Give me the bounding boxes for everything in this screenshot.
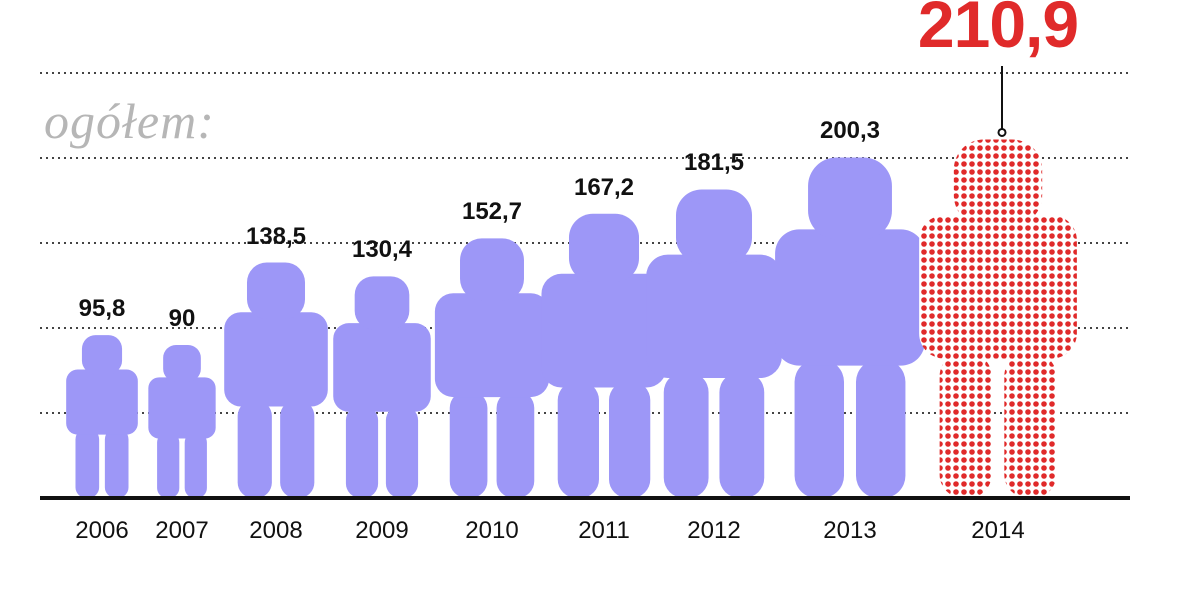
person-mark [224,262,328,498]
year-label: 2007 [155,517,209,544]
year-label: 2006 [75,517,129,544]
chart-subtitle: ogółem: [44,93,215,149]
grid-lines [40,72,1130,414]
person-mark-highlight [919,139,1077,498]
value-label: 90 [168,305,196,332]
value-label: 167,2 [573,173,635,201]
value-label: 152,7 [461,198,523,226]
value-label-highlight: 210,9 [917,0,1079,61]
year-label: 2008 [249,517,303,544]
year-label: 2010 [465,517,519,544]
year-label: 2013 [823,517,877,544]
year-label: 2011 [578,517,630,544]
year-label: 2012 [687,517,741,544]
year-label: 2014 [971,517,1025,544]
person-mark [646,189,782,498]
person-mark [775,157,925,498]
person-mark [333,276,431,498]
person-mark [434,238,550,498]
value-label: 138,5 [245,222,307,250]
leader-dot [997,127,1007,137]
person-mark [66,335,138,498]
person-mark [148,345,216,498]
value-label: 181,5 [683,149,745,177]
value-label: 95,8 [78,295,126,323]
value-label: 200,3 [819,117,881,145]
chart-marks [66,66,1077,498]
year-label: 2009 [355,517,409,544]
value-label: 130,4 [351,236,413,264]
person-mark [541,213,667,498]
